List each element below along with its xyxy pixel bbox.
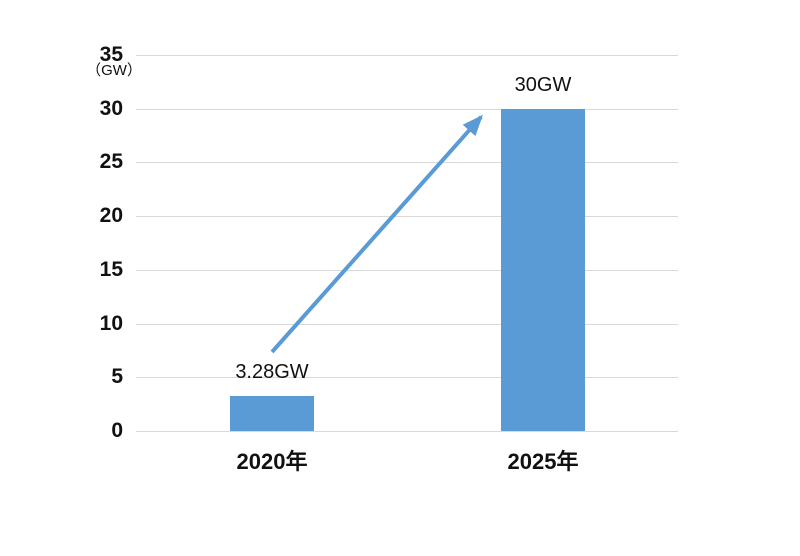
gridline: [136, 270, 678, 271]
y-axis-unit-label: （GW）: [86, 62, 142, 79]
gridline: [136, 216, 678, 217]
bar-2020: [230, 396, 314, 431]
growth-arrow-line: [270, 114, 483, 354]
y-tick-label: 15: [99, 258, 123, 281]
bar-value-label: 30GW: [514, 74, 572, 96]
bar-2025: [501, 109, 585, 431]
x-axis-label: 2025年: [507, 449, 579, 474]
y-tick-label: 25: [99, 150, 123, 173]
y-tick-label: 35: [99, 43, 123, 66]
gridline: [136, 109, 678, 110]
gridline: [136, 377, 678, 378]
gridline: [136, 162, 678, 163]
y-tick-label: 20: [99, 204, 123, 227]
y-tick-label: 0: [111, 419, 123, 442]
y-tick-label: 5: [111, 365, 123, 388]
y-tick-label: 30: [99, 97, 123, 120]
x-axis-label: 2020年: [236, 449, 308, 474]
gridline: [136, 431, 678, 432]
bar-value-label: 3.28GW: [235, 361, 309, 383]
y-tick-label: 10: [99, 312, 123, 335]
gridline: [136, 324, 678, 325]
gridline: [136, 55, 678, 56]
